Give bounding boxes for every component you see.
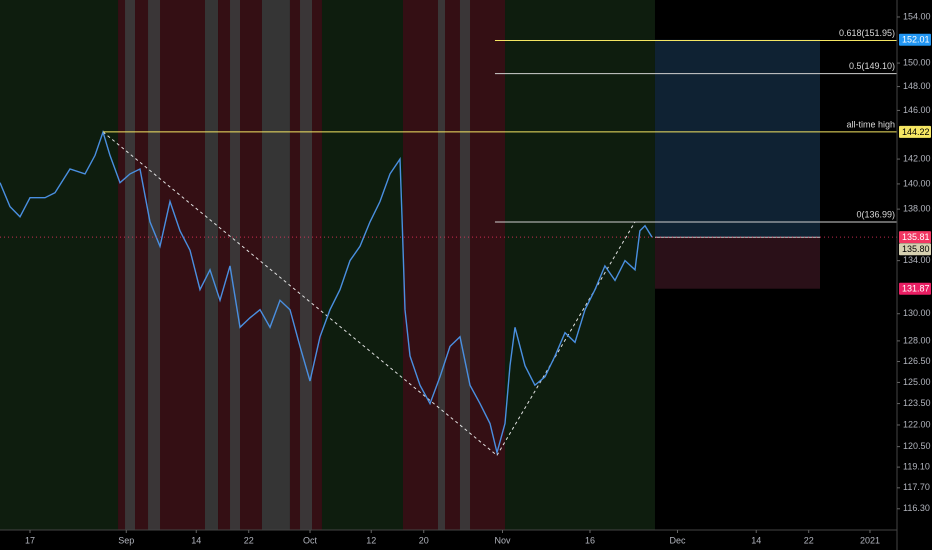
level-label: 0.618(151.95) — [839, 28, 895, 38]
y-tick-label: 134.00 — [903, 255, 931, 265]
x-tick-label: 22 — [804, 535, 814, 545]
x-tick-label: 2021 — [860, 535, 880, 545]
price-tag — [899, 282, 931, 295]
y-tick-label: 148.00 — [903, 81, 931, 91]
y-tick-label: 128.00 — [903, 335, 931, 345]
level-label: 0(136.99) — [856, 209, 895, 219]
price-tag — [899, 243, 931, 256]
y-tick-label: 140.00 — [903, 178, 931, 188]
y-tick-label: 154.00 — [903, 11, 931, 21]
y-tick-label: 125.00 — [903, 377, 931, 387]
x-tick-label: 16 — [585, 535, 595, 545]
level-label: all-time high — [846, 119, 895, 129]
regime-zone — [205, 0, 219, 530]
y-tick-label: 146.00 — [903, 105, 931, 115]
y-tick-label: 142.00 — [903, 153, 931, 163]
price-tag-label: 135.80 — [902, 244, 930, 254]
y-tick-label: 123.50 — [903, 398, 931, 408]
price-tag — [899, 33, 931, 46]
price-tag — [899, 125, 931, 138]
x-tick-label: Nov — [494, 535, 511, 545]
regime-zone — [321, 0, 404, 530]
level-label: 0.5(149.10) — [849, 61, 895, 71]
price-tag-label: 152.01 — [902, 35, 930, 45]
regime-zone — [403, 0, 506, 530]
loss-zone — [654, 237, 821, 289]
price-tag-label: 144.22 — [902, 127, 930, 137]
profit-zone — [654, 39, 821, 238]
y-tick-label: 130.00 — [903, 308, 931, 318]
y-tick-label: 116.30 — [903, 503, 930, 513]
price-tag-label: 135.81 — [902, 232, 930, 242]
price-line — [0, 129, 653, 456]
x-tick-label: Oct — [303, 535, 318, 545]
y-tick-label: 122.00 — [903, 419, 931, 429]
y-tick-label: 119.10 — [903, 461, 930, 471]
y-tick-label: 117.70 — [903, 482, 930, 492]
regime-zone — [230, 0, 240, 530]
x-tick-label: 20 — [419, 535, 429, 545]
x-tick-label: Dec — [669, 535, 686, 545]
x-tick-label: 22 — [244, 535, 254, 545]
x-tick-label: 14 — [191, 535, 201, 545]
x-tick-label: 14 — [751, 535, 761, 545]
x-tick-label: 12 — [366, 535, 376, 545]
y-axis-panel — [897, 0, 932, 550]
regime-zone — [148, 0, 161, 530]
regime-zone — [438, 0, 446, 530]
y-tick-label: 138.00 — [903, 204, 931, 214]
trend-line — [102, 131, 498, 456]
y-tick-label: 120.50 — [903, 441, 931, 451]
x-tick-label: 17 — [25, 535, 35, 545]
regime-zone — [261, 0, 290, 530]
y-tick-label: 150.00 — [903, 57, 931, 67]
regime-zone — [125, 0, 136, 530]
regime-zone — [505, 0, 655, 530]
y-tick-label: 126.50 — [903, 356, 931, 366]
x-tick-label: Sep — [118, 535, 134, 545]
regime-zone — [0, 0, 119, 530]
regime-zone — [459, 0, 471, 530]
price-tag — [899, 231, 931, 244]
regime-zone — [300, 0, 313, 530]
price-tag-label: 131.87 — [902, 284, 930, 294]
